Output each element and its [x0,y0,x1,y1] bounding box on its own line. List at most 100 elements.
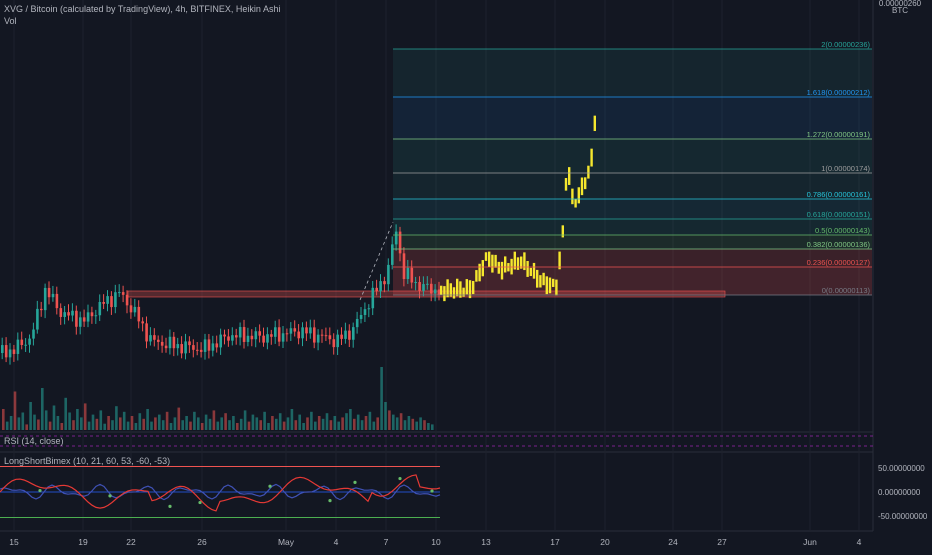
projection-candle [545,276,548,295]
osc-tick-label: 0.00000000 [878,488,921,497]
date-tick-label: 7 [384,537,389,547]
candle-body [199,349,203,352]
volume-bar [380,367,383,430]
volume-bar [200,423,204,430]
chart-title: XVG / Bitcoin (calculated by TradingView… [4,4,281,14]
projection-candle [584,177,587,190]
oscillator-label[interactable]: LongShortBimex (10, 21, 60, 53, -60, -53… [4,456,171,466]
fib-zone [393,249,872,267]
candle-body [82,317,86,322]
candle-body [363,309,367,315]
candle-body [94,315,98,317]
candle-body [359,314,363,319]
projection-candle [516,257,520,270]
candle-body [157,339,160,342]
projection-candle [561,225,564,238]
candle-body [328,335,332,340]
candle-body [254,331,258,340]
candle-body [192,345,195,350]
volume-bar [5,421,9,430]
osc-tick-label: 50.00000000 [878,464,925,473]
volume-bar [146,409,149,430]
candle-body [281,333,285,342]
candle-body [242,327,246,342]
candle-body [141,321,144,324]
rsi-label[interactable]: RSI (14, close) [4,436,64,446]
volume-bar [321,418,325,430]
candle-body [344,330,347,339]
candle-body [207,339,211,351]
volume-bar [107,416,110,430]
projection-candle [548,277,552,294]
candle-body [168,336,172,349]
fib-level-label: 0.382(0.00000136) [807,240,871,249]
fib-zone [393,139,872,173]
volume-bar [364,416,368,430]
date-tick-label: May [278,537,295,547]
candle-body [223,334,226,337]
volume-bar [282,421,286,430]
volume-layer [2,367,434,430]
candle-body [235,335,238,338]
candle-body [379,281,382,292]
candle-body [203,339,207,352]
volume-bar [415,421,418,430]
candle-body [75,310,78,327]
volume-bar [48,421,52,430]
osc-red-line [0,474,441,512]
candle-body [309,327,312,334]
candle-body [332,339,336,348]
candle-body [55,293,59,309]
candle-body [367,308,371,310]
osc-dot [38,488,42,493]
projection-candle [558,251,561,270]
candle-body [402,253,406,280]
projection-candle [478,263,481,282]
candle-body [98,302,102,316]
candle-body [437,289,441,295]
fib-zone [393,219,872,235]
projection-candle [497,261,500,274]
date-tick-label: 17 [550,537,560,547]
projection-candle [580,177,584,196]
volume-bar [368,411,372,430]
candle-body [71,310,74,316]
volume-bar [220,417,223,430]
candle-body [227,336,230,341]
projection-candle [526,261,529,277]
projection-candle [504,256,507,273]
volume-bar [403,420,407,430]
volume-bar [243,410,247,430]
projection-candle [552,278,555,287]
osc-dot [398,476,402,481]
volume-bar [239,418,243,430]
projection-candle [539,275,542,288]
candle-body [67,312,70,316]
volume-bar [395,417,399,430]
candle-body [262,335,265,343]
projection-candle [494,254,497,268]
candle-body [387,264,390,285]
volume-bar [271,416,274,430]
projection-candle [500,261,504,280]
volume-bar [60,423,64,430]
candle-body [340,334,343,339]
candle-body [348,330,351,340]
volume-bar [267,423,270,430]
volume-bar [232,416,235,430]
projection-candle [465,279,468,295]
osc-dot [430,489,434,493]
candle-body [102,302,105,304]
volume-bar [376,417,379,430]
volume-bar [154,417,157,430]
volume-bar [64,397,67,430]
volume-bar [2,409,5,430]
fib-level-label: 0.236(0.00000127) [807,258,871,267]
volume-bar [329,420,333,430]
volume-bar [208,418,212,430]
volume-bar [197,417,200,430]
osc-dot [168,504,172,508]
candle-body [285,333,289,335]
